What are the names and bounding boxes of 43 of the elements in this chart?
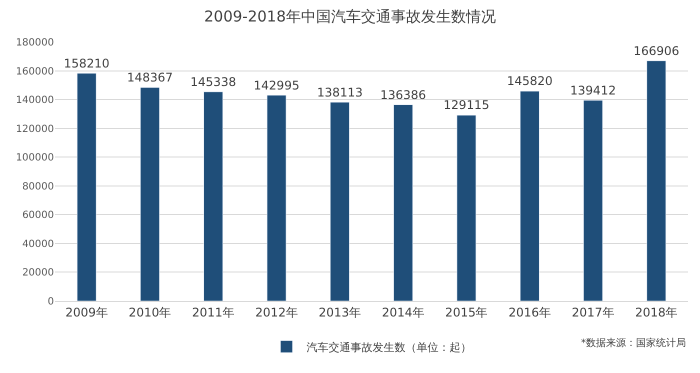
- y-tick-label: 180000: [16, 38, 54, 48]
- x-tick-label: 2015年: [445, 305, 488, 320]
- bar: [393, 104, 413, 301]
- legend-label: 汽车交通事故发生数（单位：起）: [306, 340, 472, 354]
- text: *数据来源：国家统计局: [581, 337, 686, 349]
- bar: [76, 73, 96, 301]
- y-tick-label: 100000: [16, 152, 54, 164]
- data-label: 142995: [254, 78, 300, 92]
- x-tick-label: 2017年: [572, 305, 614, 320]
- data-label: 145338: [190, 74, 236, 89]
- y-tick-label: 20000: [22, 268, 54, 279]
- x-tick-label: 2011年: [192, 305, 235, 320]
- y-tick-label: 60000: [22, 210, 54, 222]
- bar: [646, 60, 666, 301]
- bar: [583, 100, 603, 301]
- y-tick-label: 140000: [16, 95, 54, 106]
- y-tick-label: 160000: [16, 66, 54, 78]
- data-label: 136386: [380, 88, 426, 102]
- x-tick-label: 2018年: [635, 305, 678, 320]
- y-tick-label: 40000: [22, 238, 54, 250]
- bar: [140, 87, 160, 301]
- bar: [456, 114, 476, 301]
- bar: [330, 102, 350, 301]
- x-tick-label: 2013年: [318, 305, 362, 320]
- data-label: 139412: [570, 83, 616, 98]
- y-tick-label: 0: [48, 296, 54, 308]
- data-label: 166906: [633, 44, 680, 58]
- data-label: 145820: [506, 74, 553, 88]
- data-label: 138113: [316, 85, 363, 100]
- bar: [204, 92, 223, 301]
- y-tick-label: 80000: [22, 181, 54, 192]
- bar: [266, 95, 286, 301]
- bar: [520, 90, 540, 301]
- x-tick-label: 2016年: [508, 305, 552, 320]
- x-tick-label: 2009年: [65, 305, 108, 320]
- x-tick-label: 2010年: [128, 305, 172, 320]
- data-label: 129115: [444, 98, 490, 112]
- data-label: 158210: [64, 56, 110, 70]
- y-tick-label: 120000: [16, 124, 54, 135]
- x-tick-label: 2012年: [255, 305, 298, 320]
- data-label: 148367: [127, 70, 173, 85]
- x-tick-label: 2014年: [382, 305, 424, 320]
- chart-title: 2009-2018年中国汽车交通事故发生数情况: [204, 8, 496, 26]
